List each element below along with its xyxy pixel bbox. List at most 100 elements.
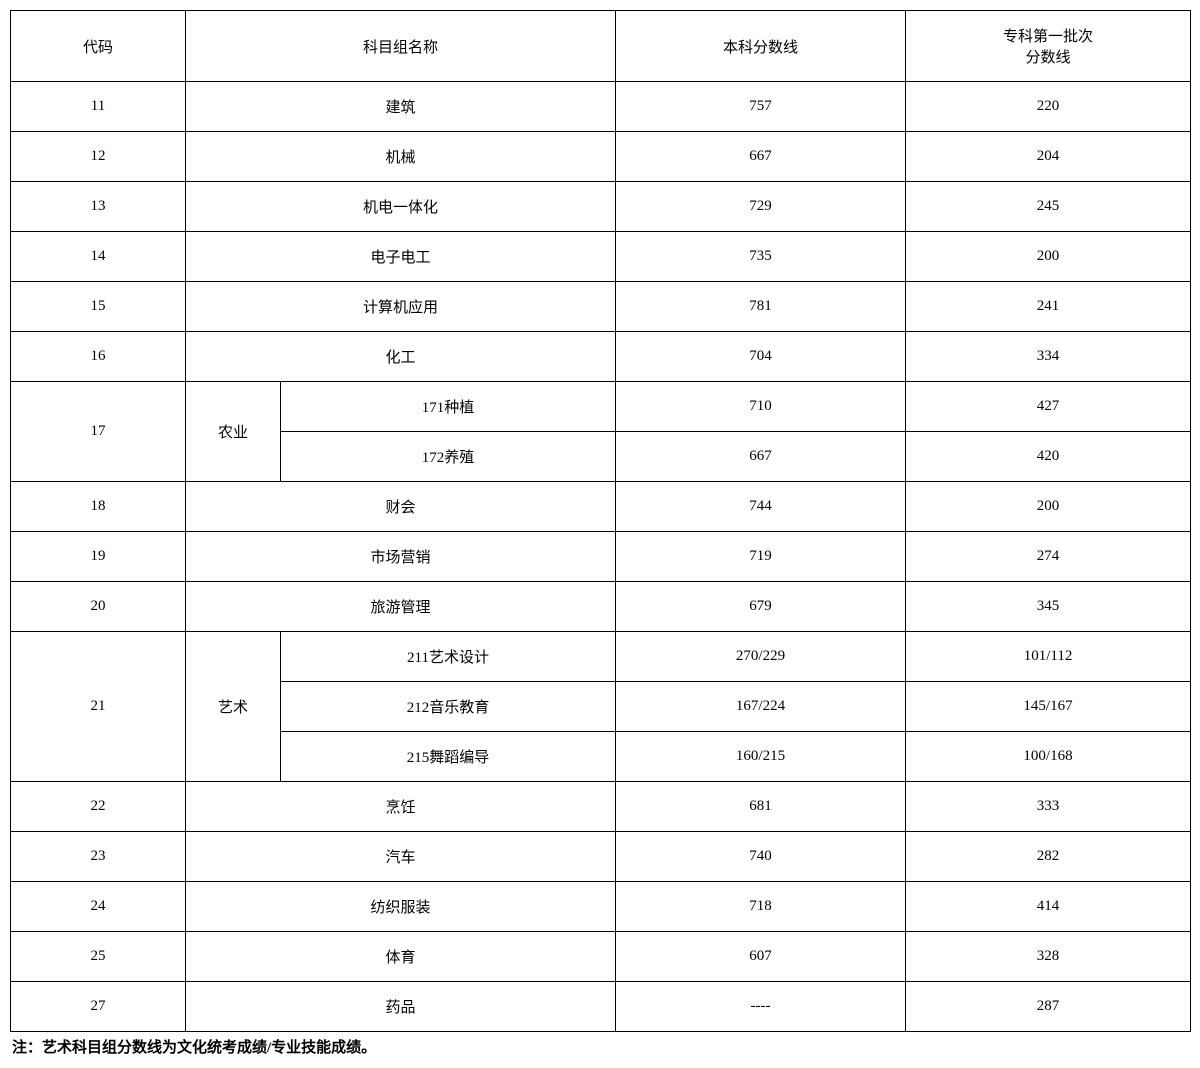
cell-code: 19: [11, 532, 186, 582]
cell-score1: 270/229: [616, 632, 906, 682]
cell-score2: 204: [906, 132, 1191, 182]
header-score2: 专科第一批次 分数线: [906, 11, 1191, 82]
cell-code: 11: [11, 82, 186, 132]
cell-score1: 681: [616, 782, 906, 832]
cell-name: 化工: [186, 332, 616, 382]
cell-code: 14: [11, 232, 186, 282]
cell-category: 农业: [186, 382, 281, 482]
cell-code: 16: [11, 332, 186, 382]
cell-name: 旅游管理: [186, 582, 616, 632]
table-row: 18 财会 744 200: [11, 482, 1191, 532]
cell-code: 15: [11, 282, 186, 332]
cell-code: 17: [11, 382, 186, 482]
table-row: 20 旅游管理 679 345: [11, 582, 1191, 632]
table-row: 22 烹饪 681 333: [11, 782, 1191, 832]
cell-name: 建筑: [186, 82, 616, 132]
cell-score1: ----: [616, 982, 906, 1032]
table-row: 25 体育 607 328: [11, 932, 1191, 982]
cell-score2: 200: [906, 232, 1191, 282]
cell-code: 25: [11, 932, 186, 982]
cell-score1: 744: [616, 482, 906, 532]
cell-code: 22: [11, 782, 186, 832]
cell-score1: 735: [616, 232, 906, 282]
cell-score1: 740: [616, 832, 906, 882]
cell-score1: 704: [616, 332, 906, 382]
table-row: 27 药品 ---- 287: [11, 982, 1191, 1032]
header-score2-line2: 分数线: [1026, 50, 1071, 66]
cell-score2: 241: [906, 282, 1191, 332]
cell-name: 烹饪: [186, 782, 616, 832]
footnote: 注：艺术科目组分数线为文化统考成绩/专业技能成绩。: [10, 1036, 1190, 1057]
cell-score2: 220: [906, 82, 1191, 132]
cell-name: 纺织服装: [186, 882, 616, 932]
table-row: 15 计算机应用 781 241: [11, 282, 1191, 332]
cell-name: 计算机应用: [186, 282, 616, 332]
cell-score2: 282: [906, 832, 1191, 882]
cell-score1: 757: [616, 82, 906, 132]
cell-score2: 328: [906, 932, 1191, 982]
cell-score1: 729: [616, 182, 906, 232]
cell-score1: 781: [616, 282, 906, 332]
table-row: 23 汽车 740 282: [11, 832, 1191, 882]
cell-name: 211艺术设计: [281, 632, 616, 682]
cell-name: 电子电工: [186, 232, 616, 282]
cell-name: 汽车: [186, 832, 616, 882]
cell-score2: 200: [906, 482, 1191, 532]
cell-category: 艺术: [186, 632, 281, 782]
cell-score2: 333: [906, 782, 1191, 832]
cell-name: 机电一体化: [186, 182, 616, 232]
cell-code: 21: [11, 632, 186, 782]
cell-score2: 420: [906, 432, 1191, 482]
header-code: 代码: [11, 11, 186, 82]
cell-score1: 667: [616, 132, 906, 182]
cell-name: 215舞蹈编导: [281, 732, 616, 782]
cell-name: 212音乐教育: [281, 682, 616, 732]
cell-score2: 245: [906, 182, 1191, 232]
cell-name: 171种植: [281, 382, 616, 432]
table-row: 13 机电一体化 729 245: [11, 182, 1191, 232]
header-score2-line1: 专科第一批次: [1003, 29, 1093, 45]
cell-name: 172养殖: [281, 432, 616, 482]
table-row: 24 纺织服装 718 414: [11, 882, 1191, 932]
cell-score2: 274: [906, 532, 1191, 582]
cell-score1: 679: [616, 582, 906, 632]
cell-code: 23: [11, 832, 186, 882]
cell-score2: 100/168: [906, 732, 1191, 782]
cell-score1: 710: [616, 382, 906, 432]
table-row: 11 建筑 757 220: [11, 82, 1191, 132]
cell-score2: 427: [906, 382, 1191, 432]
cell-score1: 160/215: [616, 732, 906, 782]
cell-score2: 334: [906, 332, 1191, 382]
cell-score2: 345: [906, 582, 1191, 632]
table-row: 17 农业 171种植 710 427: [11, 382, 1191, 432]
cell-name: 药品: [186, 982, 616, 1032]
table-row: 16 化工 704 334: [11, 332, 1191, 382]
cell-code: 12: [11, 132, 186, 182]
table-header-row: 代码 科目组名称 本科分数线 专科第一批次 分数线: [11, 11, 1191, 82]
cell-code: 18: [11, 482, 186, 532]
cell-code: 27: [11, 982, 186, 1032]
cell-score1: 719: [616, 532, 906, 582]
cell-name: 市场营销: [186, 532, 616, 582]
cell-score1: 718: [616, 882, 906, 932]
cell-code: 13: [11, 182, 186, 232]
cell-score1: 667: [616, 432, 906, 482]
header-score1: 本科分数线: [616, 11, 906, 82]
cell-name: 财会: [186, 482, 616, 532]
cell-name: 机械: [186, 132, 616, 182]
table-row: 12 机械 667 204: [11, 132, 1191, 182]
cell-score1: 607: [616, 932, 906, 982]
cell-code: 24: [11, 882, 186, 932]
cell-name: 体育: [186, 932, 616, 982]
cell-code: 20: [11, 582, 186, 632]
header-name: 科目组名称: [186, 11, 616, 82]
table-row: 21 艺术 211艺术设计 270/229 101/112: [11, 632, 1191, 682]
cell-score2: 101/112: [906, 632, 1191, 682]
cell-score1: 167/224: [616, 682, 906, 732]
table-row: 19 市场营销 719 274: [11, 532, 1191, 582]
table-row: 14 电子电工 735 200: [11, 232, 1191, 282]
score-table: 代码 科目组名称 本科分数线 专科第一批次 分数线 11 建筑 757 220 …: [10, 10, 1191, 1032]
cell-score2: 414: [906, 882, 1191, 932]
cell-score2: 145/167: [906, 682, 1191, 732]
cell-score2: 287: [906, 982, 1191, 1032]
